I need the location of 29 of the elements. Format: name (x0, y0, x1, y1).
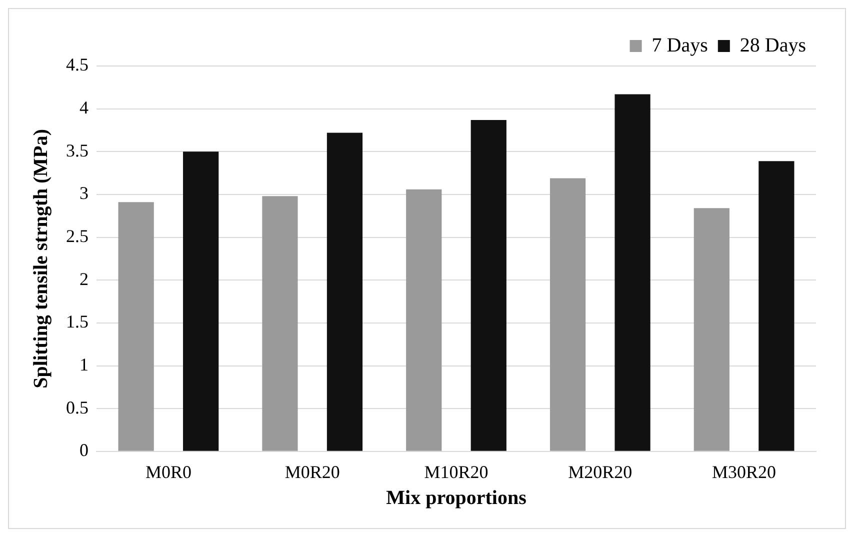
bar (406, 189, 442, 451)
bar (694, 208, 730, 451)
y-tick-label: 0.5 (66, 397, 88, 418)
y-axis-title: Splitting tensile strngth (MPa) (30, 128, 52, 388)
legend-label: 28 Days (740, 34, 806, 56)
x-tick-label: M20R20 (568, 462, 632, 482)
bar (550, 178, 586, 451)
x-tick-label: M0R0 (145, 462, 192, 482)
y-tick-label: 3 (80, 183, 88, 204)
y-tick-label: 2.5 (66, 226, 88, 246)
y-tick-label: 1.5 (66, 312, 88, 332)
x-tick-label: M30R20 (712, 462, 776, 482)
x-axis-title: Mix proportions (386, 487, 527, 510)
bar (470, 120, 506, 451)
y-tick-label: 4.5 (66, 54, 88, 75)
y-tick-label: 3.5 (66, 140, 88, 160)
bar (183, 152, 219, 451)
y-tick-label: 4 (80, 98, 88, 118)
bar (326, 132, 363, 451)
bar (262, 196, 298, 451)
y-tick-label: 2 (80, 268, 88, 289)
y-tick-label: 1 (80, 354, 88, 374)
bar (614, 94, 650, 451)
x-tick-label: M10R20 (424, 462, 488, 482)
bar (758, 161, 794, 451)
x-tick-label: M0R20 (284, 462, 340, 482)
legend-label: 7 Days (652, 34, 708, 56)
y-tick-label: 0 (80, 440, 88, 460)
bar (118, 202, 154, 451)
